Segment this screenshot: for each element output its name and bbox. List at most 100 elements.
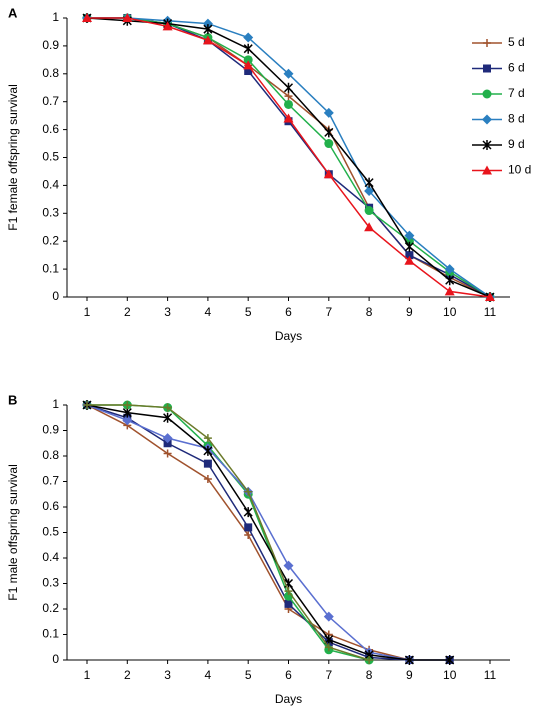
y-axis-label: F1 male offspring survival: [6, 464, 20, 601]
marker: [364, 222, 375, 232]
marker: [243, 32, 254, 43]
marker: [83, 401, 91, 409]
marker: [364, 206, 374, 216]
y-tick-label: 0: [52, 289, 59, 303]
marker: [404, 230, 415, 241]
x-tick-label: 7: [325, 305, 332, 319]
y-tick-label: 1: [52, 10, 59, 24]
x-tick-label: 5: [245, 305, 252, 319]
y-tick-label: 0.6: [42, 122, 59, 136]
x-tick-label: 9: [406, 305, 413, 319]
y-axis-label: F1 female offspring survival: [6, 84, 20, 231]
marker: [324, 127, 334, 138]
marker: [243, 43, 253, 54]
series-line: [87, 17, 491, 298]
x-tick-label: 6: [285, 668, 292, 682]
marker: [404, 255, 415, 265]
marker: [283, 68, 294, 79]
marker: [404, 655, 414, 665]
marker: [163, 412, 173, 423]
series-line: [87, 404, 370, 661]
marker: [244, 523, 253, 532]
series-line: [86, 404, 450, 661]
legend-marker: [482, 165, 492, 175]
x-tick-label: 4: [205, 305, 212, 319]
marker: [485, 292, 495, 301]
legend-label: 9 d: [508, 137, 525, 151]
marker: [283, 560, 294, 571]
marker: [284, 587, 293, 596]
marker: [243, 60, 254, 70]
marker: [323, 611, 334, 622]
x-tick-label: 1: [84, 668, 91, 682]
panel-label: A: [8, 5, 18, 20]
y-tick-label: 0.4: [42, 550, 59, 564]
marker: [163, 449, 172, 458]
x-tick-label: 8: [366, 668, 373, 682]
marker: [405, 251, 414, 260]
legend-label: 8 d: [508, 112, 525, 126]
y-tick-label: 0.7: [42, 474, 59, 488]
x-tick-label: 11: [484, 668, 497, 682]
x-axis-label: Days: [275, 329, 302, 343]
legend-marker: [482, 114, 492, 125]
series-line: [87, 17, 491, 298]
marker: [122, 13, 133, 22]
marker: [162, 433, 173, 444]
marker: [364, 177, 374, 188]
x-tick-label: 1: [84, 305, 91, 319]
legend-marker: [482, 89, 492, 99]
marker: [203, 434, 212, 443]
legend-label: 7 d: [508, 86, 525, 100]
legend-label: 5 d: [508, 35, 525, 49]
marker: [202, 35, 213, 45]
marker: [283, 113, 294, 123]
x-tick-label: 5: [245, 668, 252, 682]
marker: [365, 656, 374, 664]
x-axis-label: Days: [275, 692, 302, 706]
y-tick-label: 0.5: [42, 525, 59, 539]
marker: [244, 487, 253, 496]
series-line: [87, 17, 491, 298]
x-tick-label: 4: [205, 668, 212, 682]
x-tick-label: 2: [124, 305, 131, 319]
x-tick-label: 10: [443, 305, 457, 319]
marker: [445, 655, 455, 665]
series-line: [86, 404, 450, 661]
marker: [324, 643, 333, 652]
x-tick-label: 8: [366, 305, 373, 319]
x-tick-label: 6: [285, 305, 292, 319]
x-tick-label: 11: [484, 305, 497, 319]
legend-label: 6 d: [508, 61, 525, 75]
y-tick-label: 0.8: [42, 66, 59, 80]
marker: [203, 445, 213, 456]
marker: [284, 99, 293, 109]
y-tick-label: 0.1: [42, 261, 59, 275]
marker: [284, 599, 293, 608]
marker: [203, 474, 212, 483]
series-line: [87, 404, 370, 661]
y-tick-label: 0.3: [42, 576, 59, 590]
x-tick-label: 10: [443, 668, 457, 682]
marker: [324, 139, 334, 149]
y-tick-label: 0.2: [42, 601, 59, 615]
y-tick-label: 0.9: [42, 38, 59, 52]
y-tick-label: 0.4: [42, 178, 59, 192]
x-tick-label: 3: [164, 305, 171, 319]
marker: [444, 286, 455, 296]
y-tick-label: 0: [52, 652, 59, 666]
marker: [203, 24, 213, 35]
marker: [244, 531, 253, 540]
marker: [284, 92, 293, 101]
x-tick-label: 2: [124, 668, 131, 682]
marker: [122, 415, 133, 426]
legend-marker: [482, 140, 492, 150]
marker: [243, 507, 253, 518]
marker: [404, 241, 414, 252]
legend-label: 10 d: [508, 163, 531, 177]
marker: [122, 407, 132, 418]
marker: [203, 459, 212, 468]
marker: [364, 185, 375, 196]
y-tick-label: 0.8: [42, 448, 59, 462]
